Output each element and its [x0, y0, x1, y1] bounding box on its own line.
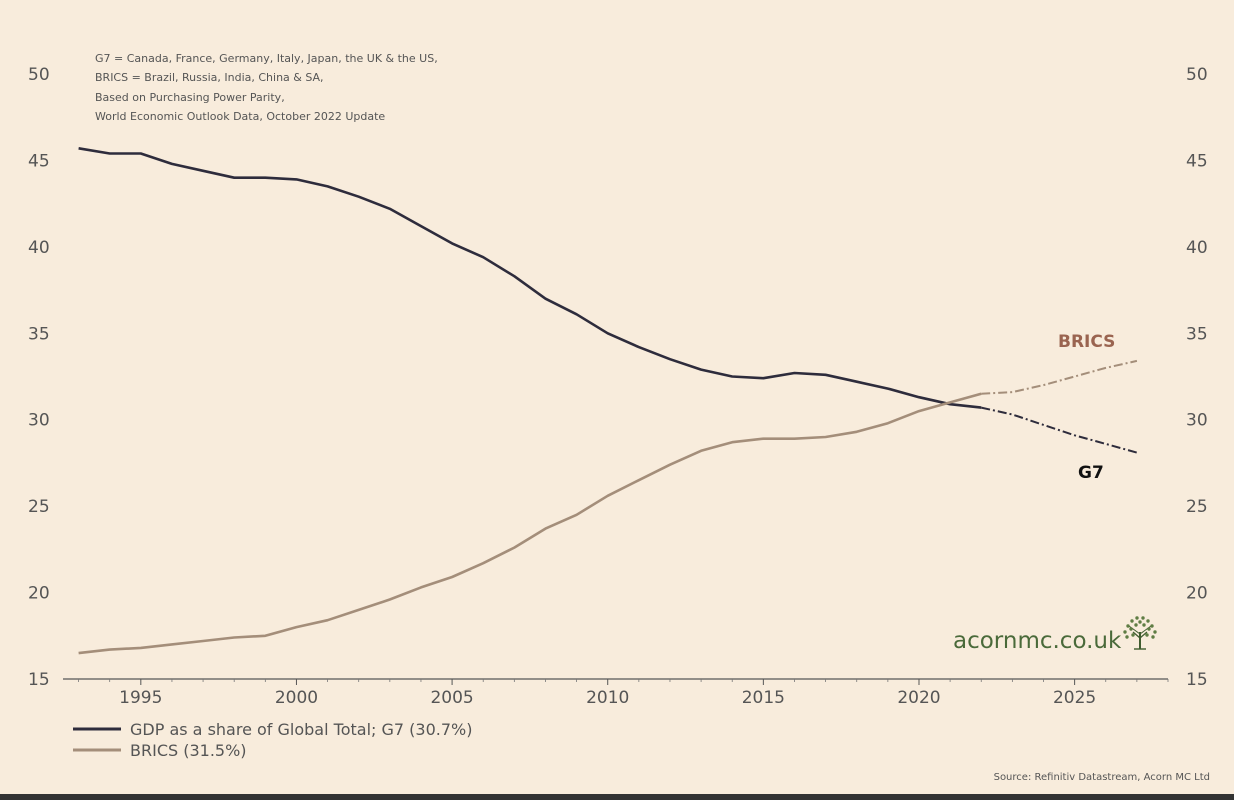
note-line-2: BRICS = Brazil, Russia, India, China & S…	[95, 71, 324, 84]
note-line-3: Based on Purchasing Power Parity,	[95, 91, 285, 104]
y-tick-left: 25	[28, 497, 50, 517]
note-line-4: World Economic Outlook Data, October 202…	[95, 110, 385, 123]
y-tick-right: 25	[1186, 497, 1208, 517]
bottom-border	[0, 794, 1234, 800]
y-axis-right: 15 20 25 30 35 40 45 50	[1186, 65, 1208, 690]
y-tick-right: 15	[1186, 670, 1208, 690]
y-axis-left: 15 20 25 30 35 40 45 50	[28, 65, 50, 690]
y-tick-left: 40	[28, 238, 50, 258]
y-tick-left: 50	[28, 65, 50, 85]
x-tick-label: 2025	[1053, 688, 1096, 708]
legend-brics-label: BRICS (31.5%)	[130, 741, 247, 760]
legend-g7-label: GDP as a share of Global Total; G7 (30.7…	[130, 720, 472, 739]
brics-line	[78, 392, 982, 655]
x-tick-label: 2005	[430, 688, 473, 708]
x-axis: 1995 2000 2005 2010 2015 2020 2025	[78, 679, 1169, 708]
brics-forecast-line	[981, 359, 1138, 395]
acorn-logo-text: acornmc.co.uk	[953, 628, 1122, 654]
brics-series-label: BRICS	[1058, 332, 1115, 352]
tree-icon	[1123, 616, 1157, 650]
y-tick-left: 15	[28, 670, 50, 690]
y-tick-right: 30	[1186, 411, 1208, 431]
x-tick-label: 2015	[742, 688, 785, 708]
y-tick-left: 35	[28, 324, 50, 344]
y-tick-left: 20	[28, 584, 50, 604]
g7-forecast-line	[980, 406, 1138, 454]
y-tick-right: 35	[1186, 324, 1208, 344]
x-tick-label: 1995	[119, 688, 162, 708]
series-layer	[78, 147, 1138, 655]
y-tick-right: 40	[1186, 238, 1208, 258]
y-tick-right: 50	[1186, 65, 1208, 85]
source-note: Source: Refinitiv Datastream, Acorn MC L…	[994, 772, 1210, 783]
y-tick-right: 45	[1186, 151, 1208, 171]
y-tick-left: 30	[28, 411, 50, 431]
x-tick-label: 2000	[275, 688, 318, 708]
g7-line	[78, 147, 982, 409]
g7-series-label: G7	[1078, 463, 1104, 483]
y-tick-left: 45	[28, 151, 50, 171]
y-tick-right: 20	[1186, 584, 1208, 604]
x-tick-label: 2010	[586, 688, 629, 708]
x-tick-label: 2020	[897, 688, 940, 708]
note-line-1: G7 = Canada, France, Germany, Italy, Jap…	[95, 52, 438, 65]
